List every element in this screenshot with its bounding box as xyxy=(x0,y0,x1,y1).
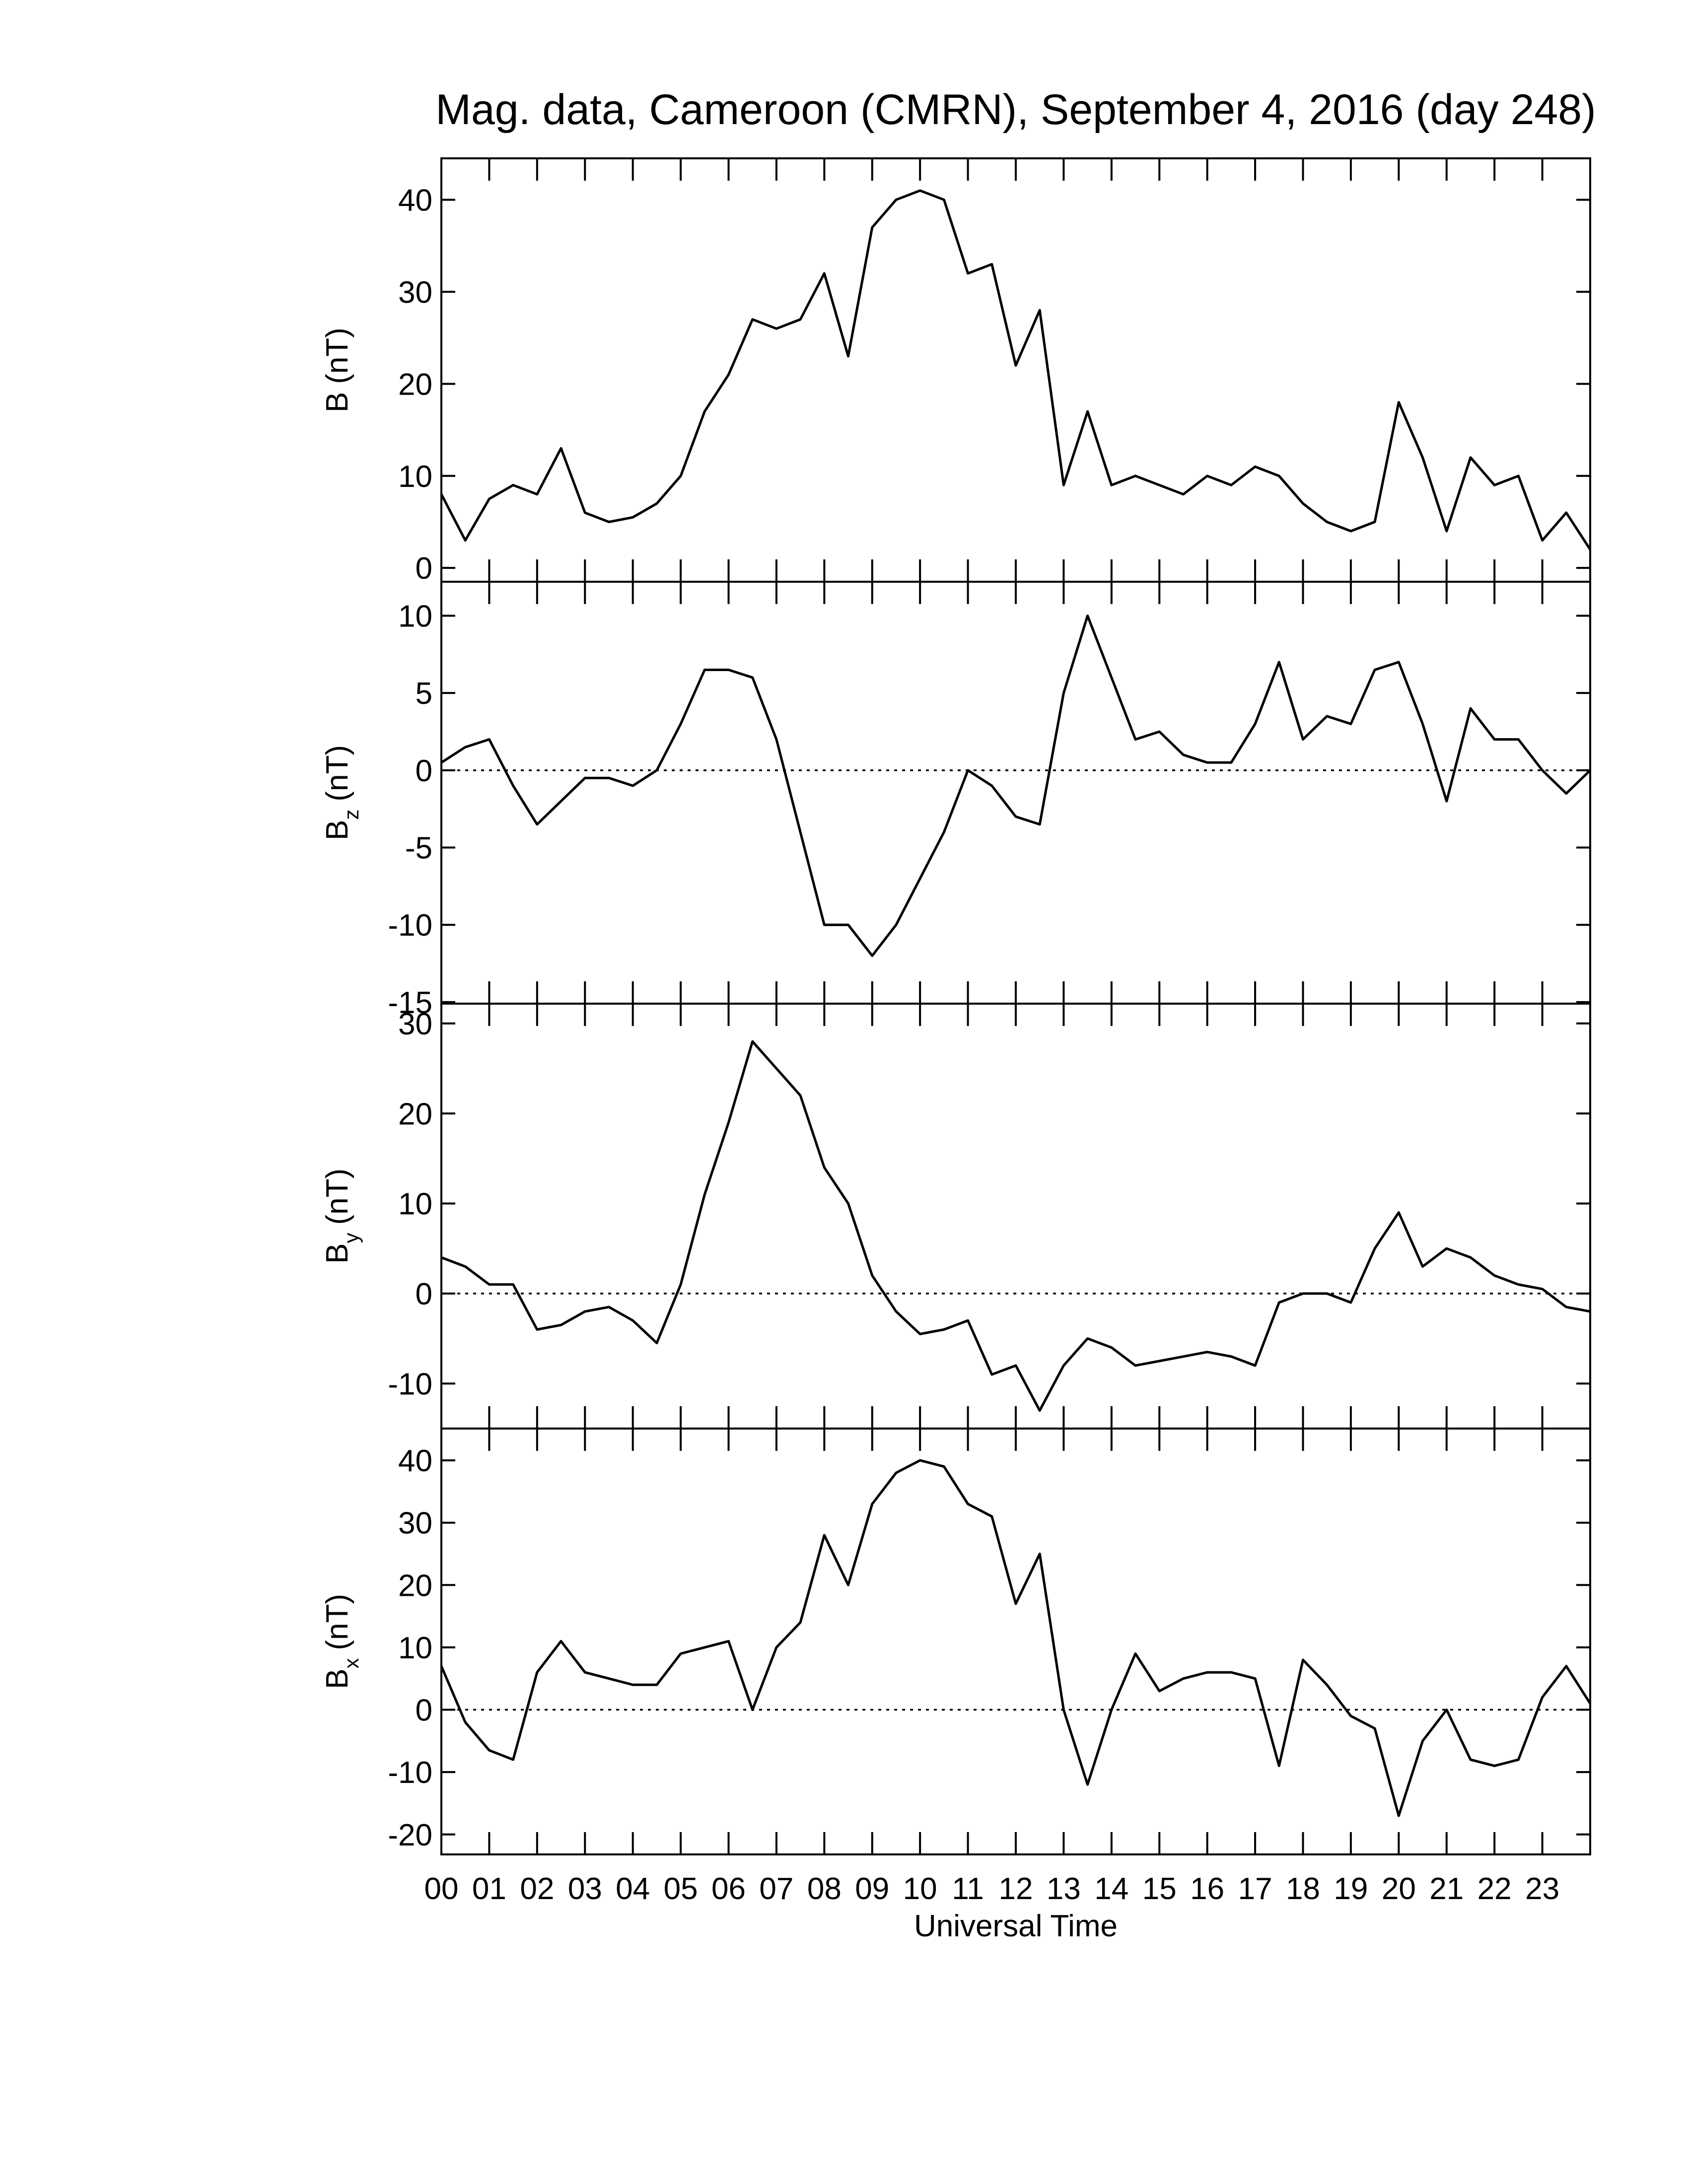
y-tick-label: 20 xyxy=(398,367,432,402)
x-tick-label: 19 xyxy=(1334,1872,1368,1906)
y-tick-label: 30 xyxy=(398,1007,432,1041)
x-tick-label: 02 xyxy=(520,1872,554,1906)
x-tick-label: 16 xyxy=(1190,1872,1224,1906)
y-label-base: B xyxy=(320,1243,354,1264)
x-tick-label: 15 xyxy=(1142,1872,1177,1906)
y-label-subscript: y xyxy=(340,1233,363,1243)
x-tick-label: 06 xyxy=(711,1872,746,1906)
y-tick-label: 20 xyxy=(398,1569,432,1603)
y-tick-label: -10 xyxy=(388,1756,432,1790)
x-tick-label: 17 xyxy=(1238,1872,1272,1906)
y-tick-label: -10 xyxy=(388,1367,432,1401)
x-axis-label: Universal Time xyxy=(914,1909,1118,1943)
y-tick-label: 5 xyxy=(416,677,432,711)
x-tick-label: 01 xyxy=(472,1872,506,1906)
y-label-base: B xyxy=(320,392,354,412)
x-tick-label: 09 xyxy=(855,1872,889,1906)
y-tick-label: -15 xyxy=(388,986,432,1020)
y-tick-label: 10 xyxy=(398,599,432,633)
data-line xyxy=(440,189,1592,550)
y-tick-label: 30 xyxy=(398,1506,432,1541)
chart-title: Mag. data, Cameroon (CMRN), September 4,… xyxy=(435,86,1596,134)
y-tick-label: 10 xyxy=(398,1631,432,1665)
x-tick-label: 14 xyxy=(1094,1872,1128,1906)
y-axis-label: By (nT) xyxy=(320,1168,363,1264)
x-tick-label: 18 xyxy=(1286,1872,1320,1906)
y-tick-label: 30 xyxy=(398,275,432,310)
x-tick-label: 07 xyxy=(759,1872,793,1906)
y-tick-label: 0 xyxy=(416,551,432,586)
x-tick-label: 21 xyxy=(1429,1872,1464,1906)
y-label-unit: (nT) xyxy=(320,1594,354,1650)
y-tick-label: 0 xyxy=(416,1277,432,1311)
x-tick-label: 10 xyxy=(903,1872,937,1906)
y-label-subscript: z xyxy=(340,810,363,820)
y-tick-label: -10 xyxy=(388,908,432,943)
x-tick-label: 05 xyxy=(664,1872,698,1906)
x-tick-label: 03 xyxy=(568,1872,602,1906)
plot-frame xyxy=(440,1428,1591,1855)
y-label-unit: (nT) xyxy=(320,328,354,384)
y-tick-label: 40 xyxy=(398,183,432,217)
y-label-unit: (nT) xyxy=(320,745,354,802)
x-tick-label: 00 xyxy=(424,1872,459,1906)
y-tick-label: 40 xyxy=(398,1444,432,1478)
x-tick-label: 13 xyxy=(1047,1872,1081,1906)
y-label-unit: (nT) xyxy=(320,1168,354,1225)
x-tick-label: 11 xyxy=(952,1872,984,1906)
y-label-base: B xyxy=(320,820,354,840)
data-line xyxy=(441,1040,1591,1412)
y-axis-label: Bx (nT) xyxy=(320,1594,363,1689)
x-tick-label: 12 xyxy=(999,1872,1033,1906)
data-line xyxy=(440,614,1591,957)
x-tick-label: 23 xyxy=(1525,1872,1559,1906)
y-tick-label: 0 xyxy=(416,1694,432,1728)
x-tick-label: 08 xyxy=(807,1872,842,1906)
y-tick-label: 10 xyxy=(398,460,432,494)
x-tick-label: 04 xyxy=(616,1872,650,1906)
y-label-subscript: x xyxy=(340,1658,363,1669)
y-tick-label: -5 xyxy=(405,831,432,866)
y-label-base: B xyxy=(320,1669,354,1689)
x-tick-label: 20 xyxy=(1382,1872,1416,1906)
x-tick-label: 22 xyxy=(1477,1872,1512,1906)
data-line xyxy=(440,1459,1592,1817)
y-tick-label: 10 xyxy=(398,1187,432,1222)
y-axis-label: Bz (nT) xyxy=(320,745,363,840)
y-tick-label: 20 xyxy=(398,1097,432,1131)
y-axis-label: B (nT) xyxy=(320,328,354,412)
y-tick-label: 0 xyxy=(416,754,432,788)
y-tick-label: -20 xyxy=(388,1818,432,1852)
